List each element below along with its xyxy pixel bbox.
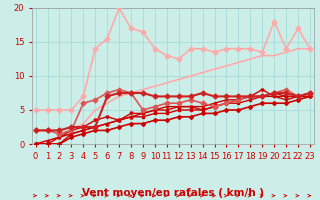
Text: Vent moyen/en rafales ( km/h ): Vent moyen/en rafales ( km/h ) xyxy=(82,188,264,198)
